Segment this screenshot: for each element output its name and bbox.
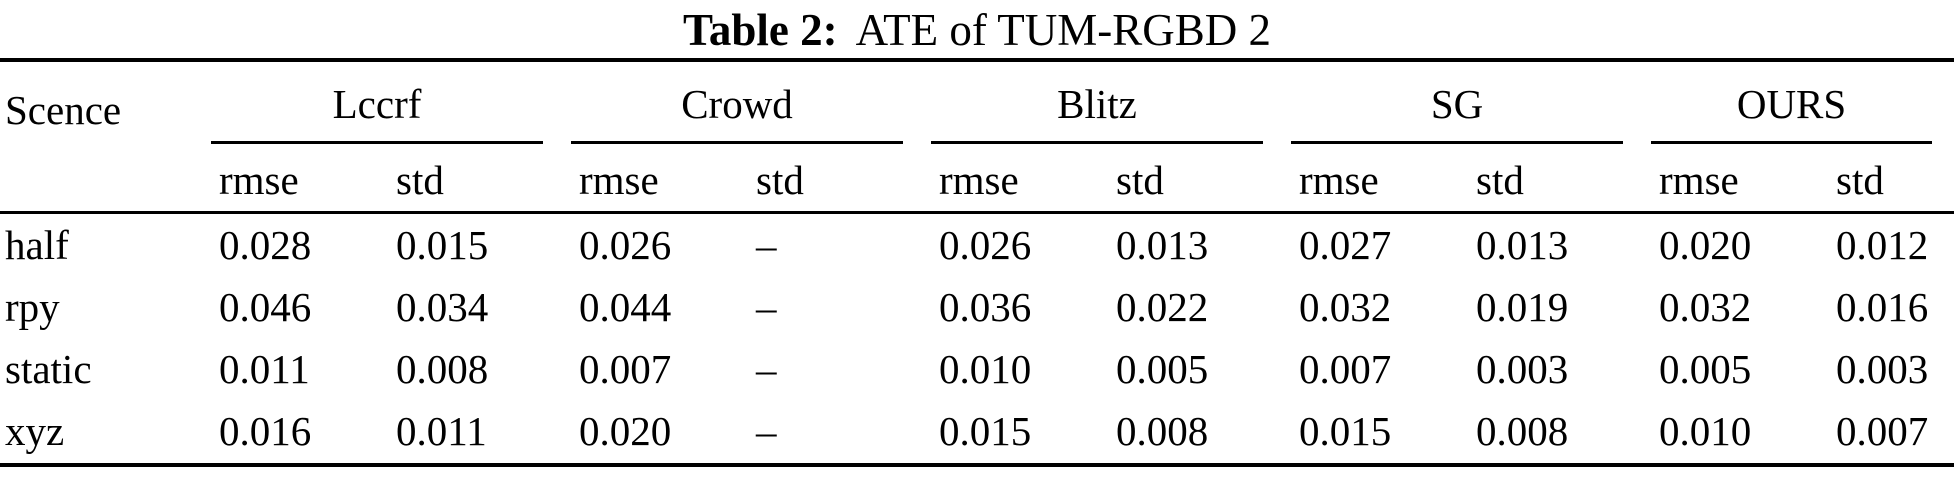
value-cell: 0.015 (939, 408, 1032, 455)
subheader-std: std (1476, 157, 1524, 204)
value-cell: 0.003 (1836, 346, 1929, 393)
value-cell: 0.011 (396, 408, 487, 455)
method-group-label: Crowd (571, 81, 904, 145)
value-cell: 0.032 (1659, 284, 1752, 331)
value-cell: 0.032 (1299, 284, 1392, 331)
scene-cell: half (5, 222, 69, 269)
table-caption: Table 2: ATE of TUM-RGBD 2 (0, 0, 1954, 58)
value-cell: 0.010 (1659, 408, 1752, 455)
value-cell: 0.020 (1659, 222, 1752, 269)
value-cell: 0.046 (219, 284, 312, 331)
scene-cell: static (5, 346, 92, 393)
value-cell: 0.013 (1116, 222, 1209, 269)
method-group-label: Blitz (931, 81, 1264, 145)
value-cell: 0.008 (1476, 408, 1569, 455)
subheader-std: std (756, 157, 804, 204)
value-cell: 0.016 (219, 408, 312, 455)
value-cell: 0.026 (939, 222, 1032, 269)
subheader-rmse: rmse (939, 157, 1019, 204)
method-group-header-blitz: Blitz (925, 60, 1285, 145)
subheader-std: std (1836, 157, 1884, 204)
value-cell: 0.003 (1476, 346, 1569, 393)
value-cell: 0.015 (1299, 408, 1392, 455)
method-header-row: Scence Lccrf Crowd Blitz SG OURS (0, 60, 1954, 145)
value-cell: 0.013 (1476, 222, 1569, 269)
value-cell: 0.007 (1299, 346, 1392, 393)
subheader-rmse: rmse (219, 157, 299, 204)
table-row: rpy 0.046 0.034 0.044 – 0.036 0.022 0.03… (0, 276, 1954, 338)
value-cell: 0.027 (1299, 222, 1392, 269)
table-row: half 0.028 0.015 0.026 – 0.026 0.013 0.0… (0, 213, 1954, 277)
value-cell: 0.026 (579, 222, 672, 269)
method-group-header-crowd: Crowd (565, 60, 925, 145)
method-group-header-lccrf: Lccrf (205, 60, 565, 145)
value-cell: 0.020 (579, 408, 672, 455)
results-table: Scence Lccrf Crowd Blitz SG OURS rmse st… (0, 58, 1954, 467)
value-cell: 0.015 (396, 222, 489, 269)
value-cell: 0.011 (219, 346, 310, 393)
method-group-header-ours: OURS (1645, 60, 1954, 145)
value-cell: 0.010 (939, 346, 1032, 393)
scene-cell: rpy (5, 284, 60, 331)
subheader-std: std (1116, 157, 1164, 204)
value-cell: – (756, 222, 777, 269)
table-row: xyz 0.016 0.011 0.020 – 0.015 0.008 0.01… (0, 400, 1954, 464)
subheader-row: rmse std rmse std rmse std rmse std rmse… (0, 144, 1954, 213)
table-row: static 0.011 0.008 0.007 – 0.010 0.005 0… (0, 338, 1954, 400)
subheader-rmse: rmse (1299, 157, 1379, 204)
method-group-label: OURS (1651, 81, 1933, 145)
subheader-rmse: rmse (579, 157, 659, 204)
value-cell: 0.022 (1116, 284, 1209, 331)
value-cell: 0.036 (939, 284, 1032, 331)
scene-column-header: Scence (5, 87, 122, 133)
table-caption-label: Table 2: (682, 5, 838, 55)
value-cell: 0.005 (1659, 346, 1752, 393)
value-cell: 0.044 (579, 284, 672, 331)
value-cell: 0.007 (1836, 408, 1929, 455)
value-cell: 0.012 (1836, 222, 1929, 269)
method-group-header-sg: SG (1285, 60, 1645, 145)
value-cell: 0.034 (396, 284, 489, 331)
value-cell: – (756, 284, 777, 331)
method-group-label: SG (1291, 81, 1624, 145)
value-cell: 0.016 (1836, 284, 1929, 331)
scene-cell: xyz (5, 408, 65, 455)
value-cell: – (756, 346, 777, 393)
value-cell: – (756, 408, 777, 455)
subheader-rmse: rmse (1659, 157, 1739, 204)
value-cell: 0.008 (1116, 408, 1209, 455)
table-caption-title: ATE of TUM-RGBD 2 (855, 5, 1272, 55)
method-group-label: Lccrf (211, 81, 543, 145)
value-cell: 0.005 (1116, 346, 1209, 393)
value-cell: 0.008 (396, 346, 489, 393)
subheader-std: std (396, 157, 444, 204)
value-cell: 0.019 (1476, 284, 1569, 331)
value-cell: 0.007 (579, 346, 672, 393)
value-cell: 0.028 (219, 222, 312, 269)
